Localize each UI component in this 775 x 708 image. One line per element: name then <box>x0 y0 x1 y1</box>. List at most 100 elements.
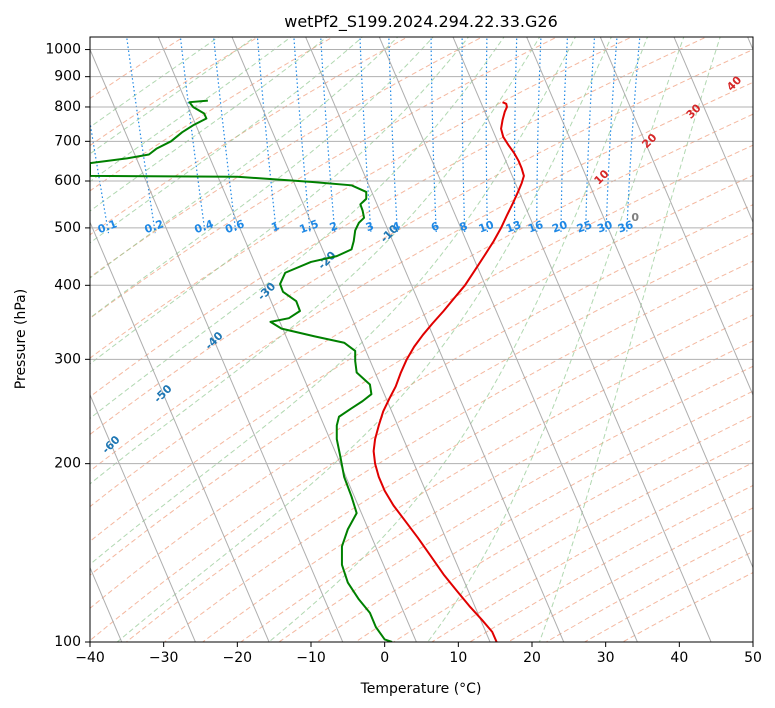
mixing-ratio-label: 0.4 <box>193 217 216 236</box>
dry-adiabat <box>90 113 753 508</box>
isotherm-line <box>0 35 60 670</box>
isotherm-label: -30 <box>255 280 278 303</box>
isotherm-line <box>305 37 565 642</box>
dry-adiabat <box>430 462 753 642</box>
dry-adiabat <box>90 81 753 472</box>
moist-adiabat <box>90 37 292 183</box>
y-tick-label: 600 <box>54 173 81 189</box>
x-tick-label: 0 <box>380 650 389 666</box>
mixing-ratio-label: 3 <box>364 219 376 234</box>
x-axis-label: Temperature (°C) <box>360 681 482 697</box>
dry-adiabat <box>240 340 753 642</box>
isotherm-line <box>452 37 712 642</box>
isotherm-label: -70 <box>45 479 68 502</box>
isotherm-line <box>526 37 753 569</box>
mixing-ratio-line <box>293 37 311 234</box>
dry-adiabat <box>278 365 753 642</box>
dry-adiabat <box>392 438 753 642</box>
mixing-ratio-label: 2 <box>328 219 340 234</box>
mixing-ratio-label: 8 <box>458 219 470 234</box>
mixing-ratio-line <box>256 37 278 234</box>
isotherm-line <box>90 220 270 642</box>
mixing-ratio-line <box>388 37 399 234</box>
mixing-ratio-label: 30 <box>595 218 614 236</box>
adiabat-label: 20 <box>640 131 660 151</box>
dry-adiabat <box>90 37 409 236</box>
mixing-ratio-label: 36 <box>616 218 635 236</box>
mixing-ratio-label: 1 <box>269 219 281 234</box>
y-tick-label: 700 <box>54 133 81 149</box>
freezing-label: 0 <box>631 211 639 224</box>
plot-frame <box>89 36 754 643</box>
moist-adiabat <box>90 37 256 155</box>
dry-adiabat <box>90 37 559 319</box>
mixing-ratio-line <box>560 37 569 234</box>
mixing-ratio-line <box>213 37 237 234</box>
dry-adiabat <box>125 260 753 642</box>
mixing-ratio-line <box>585 37 596 234</box>
dry-adiabat <box>90 204 753 609</box>
dry-adiabat <box>90 37 334 192</box>
isotherm-line <box>157 37 417 642</box>
y-tick-label: 800 <box>54 99 81 115</box>
isotherm-line <box>378 37 638 642</box>
moist-adiabat <box>90 37 576 566</box>
mixing-ratio-label: 20 <box>550 218 569 236</box>
mixing-ratio-line <box>485 37 489 234</box>
mixing-ratio-label: 6 <box>429 219 441 234</box>
y-axis-label: Pressure (hPa) <box>13 289 29 389</box>
moist-adiabat <box>538 37 721 642</box>
moist-adiabat <box>90 37 399 279</box>
y-tick-label: 300 <box>54 351 81 367</box>
isotherm-line <box>599 37 753 397</box>
dry-adiabat <box>163 287 753 642</box>
x-tick-label: −40 <box>75 650 105 666</box>
mixing-ratio-label: 1.5 <box>298 217 321 236</box>
mixing-ratio-line <box>536 37 542 234</box>
mixing-ratio-line <box>320 37 336 234</box>
chart-title: wetPf2_S199.2024.294.22.33.G26 <box>284 12 558 32</box>
dry-adiabat <box>621 572 753 642</box>
mixing-ratio-line <box>126 37 156 234</box>
adiabat-label: 30 <box>684 101 704 121</box>
isotherm-line <box>90 48 344 642</box>
temperature-profile <box>372 101 525 642</box>
moist-adiabat <box>268 37 649 642</box>
mixing-ratio-line <box>359 37 372 234</box>
moist-adiabat <box>90 37 470 365</box>
moist-adiabat <box>90 37 328 212</box>
y-tick-label: 1000 <box>45 42 81 58</box>
mixing-ratio-line <box>513 37 518 234</box>
moist-adiabat <box>116 37 612 642</box>
dry-adiabat <box>90 49 753 436</box>
mixing-ratio-label: 0.6 <box>223 217 246 236</box>
isotherm-line <box>90 393 196 642</box>
x-tick-label: 50 <box>744 650 762 666</box>
mixing-ratio-line <box>179 37 206 234</box>
mixing-ratio-label: 16 <box>526 218 545 236</box>
y-tick-label: 500 <box>54 220 81 236</box>
mixing-ratio-line <box>605 37 618 234</box>
mixing-ratio-label: 10 <box>477 218 496 236</box>
dewpoint-profile <box>90 99 393 642</box>
dry-adiabat <box>90 37 633 359</box>
y-tick-label: 900 <box>54 69 81 85</box>
dry-adiabat <box>316 390 753 642</box>
plot-area: -100-90-80-70-60-50-40-30-20-1000.10.20.… <box>0 35 753 670</box>
isotherm-line <box>231 37 491 642</box>
dry-adiabat <box>545 529 753 642</box>
axes: −40 −30 −20 −10 0 10 20 30 40 5010020030040050060… <box>45 42 762 666</box>
mixing-ratio-line <box>626 37 641 234</box>
x-tick-label: −10 <box>296 650 326 666</box>
dry-adiabat <box>354 414 753 642</box>
x-tick-label: 20 <box>523 650 541 666</box>
y-tick-label: 200 <box>54 456 81 472</box>
dry-adiabat <box>90 232 753 642</box>
mixing-ratio-label: 4 <box>391 219 403 234</box>
mixing-ratio-line <box>430 37 437 234</box>
isotherm-label: -60 <box>99 433 122 456</box>
x-tick-label: −30 <box>149 650 179 666</box>
moist-adiabat <box>427 37 685 642</box>
mixing-ratio-label: 13 <box>504 218 523 235</box>
dry-adiabat <box>201 314 753 642</box>
